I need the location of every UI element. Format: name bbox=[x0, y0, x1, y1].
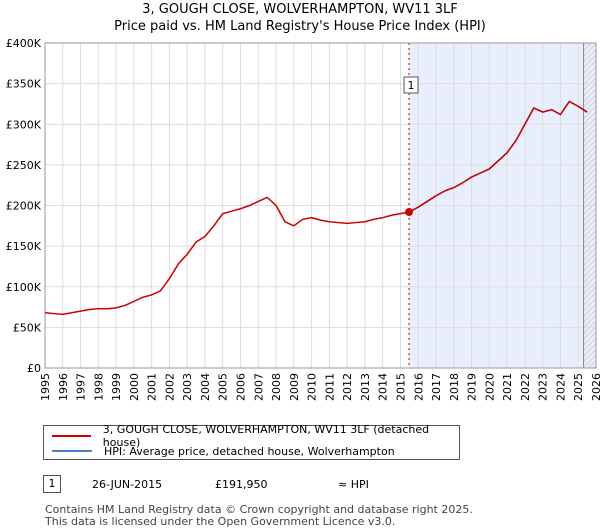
legend-property-label: 3, GOUGH CLOSE, WOLVERHAMPTON, WV11 3LF … bbox=[102, 423, 430, 449]
x-tick-label: 2016 bbox=[412, 373, 425, 401]
x-tick-label: 2023 bbox=[537, 373, 550, 401]
x-tick-label: 2015 bbox=[394, 373, 407, 401]
legend-row-hpi: HPI: Average price, detached house, Wolv… bbox=[52, 443, 395, 459]
footer-copyright: Contains HM Land Registry data © Crown c… bbox=[45, 503, 473, 516]
x-tick-label: 2014 bbox=[377, 373, 390, 401]
x-tick-label: 1998 bbox=[92, 373, 105, 401]
x-tick-label: 2017 bbox=[430, 373, 443, 401]
sale-label-box bbox=[403, 76, 419, 94]
sale-point bbox=[405, 208, 414, 217]
x-tick-label: 2002 bbox=[163, 373, 176, 401]
x-tick-label: 2020 bbox=[483, 373, 496, 401]
x-tick-label: 2003 bbox=[181, 373, 194, 401]
x-tick-label: 2024 bbox=[554, 373, 567, 401]
x-tick-label: 2006 bbox=[235, 373, 248, 401]
y-tick-label: £150K bbox=[6, 240, 42, 253]
legend-row-property: 3, GOUGH CLOSE, WOLVERHAMPTON, WV11 3LF … bbox=[52, 423, 459, 449]
x-tick-label: 2009 bbox=[288, 373, 301, 401]
y-tick-label: £250K bbox=[6, 159, 42, 172]
x-tick-label: 1999 bbox=[110, 373, 123, 401]
transaction-price: £191,950 bbox=[215, 478, 268, 491]
x-tick-label: 2026 bbox=[590, 373, 600, 401]
y-tick-label: £200K bbox=[6, 200, 42, 213]
x-tick-label: 2000 bbox=[128, 373, 141, 401]
price-chart: £0 £50K £100K £150K £200K £250K £300K £350K £400… bbox=[6, 37, 600, 401]
x-tick-label: 2001 bbox=[146, 373, 159, 401]
legend-red-line bbox=[52, 435, 91, 437]
legend-blue-line bbox=[52, 450, 92, 452]
y-tick-label: £100K bbox=[6, 281, 42, 294]
plot-frame bbox=[44, 42, 597, 369]
legend-hpi-label: HPI: Average price, detached house, Wolv… bbox=[104, 444, 395, 458]
x-tick-label: 2013 bbox=[359, 373, 372, 401]
y-tick-label: £400K bbox=[6, 37, 42, 50]
x-tick-label: 2011 bbox=[323, 373, 336, 401]
footer-license: This data is licensed under the Open Gov… bbox=[45, 515, 396, 528]
x-tick-label: 2012 bbox=[341, 373, 354, 401]
y-tick-label: £0 bbox=[27, 362, 41, 375]
x-tick-label: 2008 bbox=[270, 373, 283, 401]
x-tick-label: 2022 bbox=[519, 373, 532, 401]
chart-subtitle: Price paid vs. HM Land Registry's House … bbox=[114, 19, 486, 34]
x-tick-label: 1997 bbox=[75, 373, 88, 401]
x-tick-label: 2025 bbox=[572, 373, 585, 401]
x-tick-label: 2007 bbox=[252, 373, 265, 401]
x-tick-label: 2005 bbox=[217, 373, 230, 401]
x-tick-label: 1996 bbox=[57, 373, 70, 401]
x-tick-label: 2018 bbox=[448, 373, 461, 401]
legend: 3, GOUGH CLOSE, WOLVERHAMPTON, WV11 3LF … bbox=[43, 423, 460, 460]
x-tick-label: 2021 bbox=[501, 373, 514, 401]
transaction-marker: 1 bbox=[43, 475, 61, 493]
x-tick-label: 2019 bbox=[466, 373, 479, 401]
y-tick-label: £300K bbox=[6, 118, 42, 131]
property-series-line bbox=[44, 100, 588, 316]
transaction-date: 26-JUN-2015 bbox=[92, 478, 163, 491]
sale-label: 1 bbox=[408, 79, 415, 92]
y-tick-label: £50K bbox=[13, 321, 42, 334]
y-tick-label: £350K bbox=[6, 78, 42, 91]
x-tick-label: 2004 bbox=[199, 373, 212, 401]
transaction-hpi-relation: ≈ HPI bbox=[338, 478, 369, 491]
x-tick-label: 2010 bbox=[306, 373, 319, 401]
x-tick-label: 1995 bbox=[39, 373, 52, 401]
chart-title: 3, GOUGH CLOSE, WOLVERHAMPTON, WV11 3LF bbox=[142, 2, 458, 17]
